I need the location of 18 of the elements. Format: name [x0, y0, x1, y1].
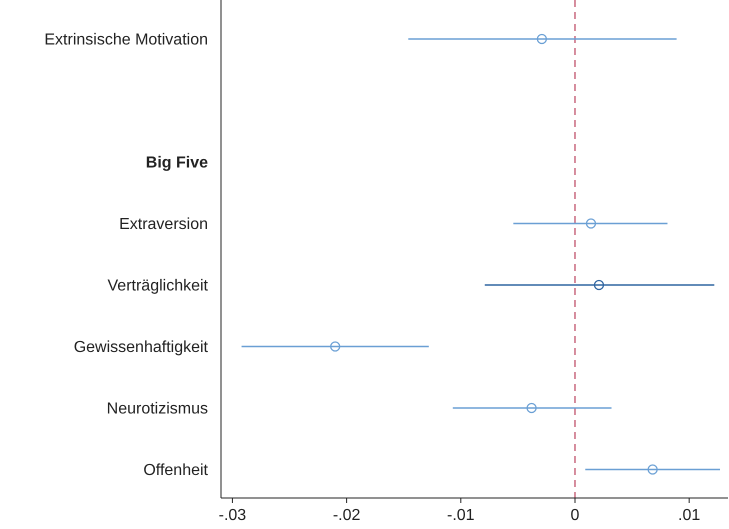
point: [647, 464, 658, 475]
x-tick-label: .01: [678, 507, 700, 524]
point: [330, 341, 340, 352]
y-tick-label: Extrinsische Motivation: [44, 32, 208, 49]
x-tick-label: -.03: [218, 507, 246, 524]
x-tick-label: -.02: [332, 507, 360, 524]
point: [526, 402, 537, 414]
y-tick-label: Verträglichkeit: [108, 278, 209, 295]
x-tick-label: 0: [570, 507, 580, 524]
y-tick-label: Extraversion: [119, 216, 208, 234]
point: [594, 280, 604, 290]
y-tick-label: Neurotizismus: [106, 400, 208, 418]
y-tick-label: Big Five: [146, 154, 208, 172]
y-tick-label: Gewissenhaftigkeit: [74, 339, 209, 356]
point: [536, 34, 548, 44]
y-tick-label: Offenheit: [143, 462, 209, 480]
x-tick-label: -.01: [447, 507, 475, 524]
point: [586, 218, 596, 229]
